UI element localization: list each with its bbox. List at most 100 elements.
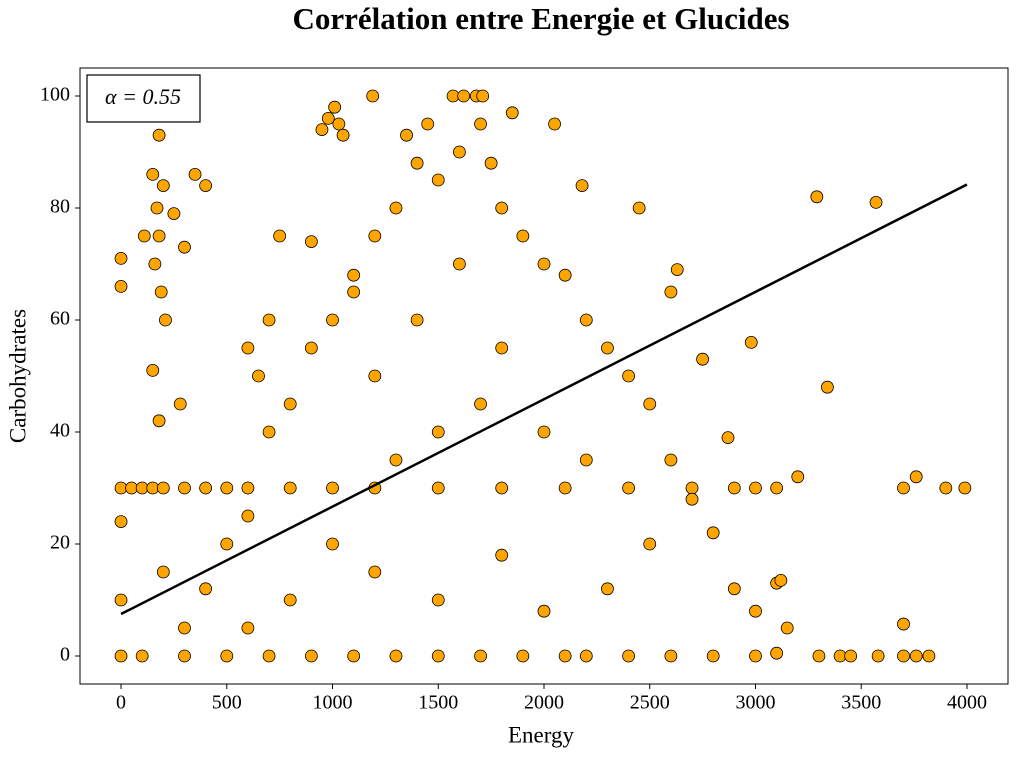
x-tick-label: 0 (116, 692, 126, 714)
x-tick-label: 3500 (841, 692, 881, 714)
scatter-point (871, 649, 885, 663)
scatter-point (749, 481, 762, 495)
scatter-point (178, 649, 191, 663)
scatter-point (749, 604, 762, 618)
scatter-point (516, 649, 530, 663)
scatter-point (495, 481, 509, 495)
scatter-point (770, 646, 784, 660)
scatter-point (812, 649, 826, 663)
scatter-point (670, 263, 684, 277)
scatter-point (332, 117, 346, 131)
scatter-point (516, 229, 530, 243)
scatter-point (579, 313, 593, 327)
x-axis-label: Energy (508, 722, 575, 747)
scatter-point (558, 649, 572, 663)
scatter-point (389, 453, 403, 467)
scatter-point (495, 548, 509, 562)
scatter-point (706, 526, 720, 540)
scatter-point (304, 235, 318, 249)
x-tick-label: 500 (212, 692, 242, 714)
scatter-point (727, 481, 741, 495)
scatter-point (601, 341, 614, 355)
scatter-point (347, 285, 361, 299)
scatter-point (241, 509, 255, 523)
scatter-point (575, 179, 589, 193)
scatter-point (958, 481, 972, 495)
scatter-point (558, 481, 572, 495)
plot-frame (79, 67, 1009, 685)
scatter-point (622, 649, 635, 663)
scatter-point (114, 649, 128, 663)
scatter-point (622, 369, 635, 383)
scatter-point (188, 167, 202, 181)
scatter-point (114, 593, 128, 607)
y-tick-label: 80 (50, 196, 70, 218)
scatter-point (685, 481, 699, 495)
scatter-point (368, 369, 382, 383)
chart-title: Corrélation entre Energie et Glucides (292, 1, 789, 36)
scatter-point (431, 425, 445, 439)
scatter-point (431, 481, 445, 495)
scatter-point (220, 649, 234, 663)
scatter-point (241, 481, 255, 495)
scatter-point (156, 565, 170, 579)
scatter-point (909, 470, 923, 484)
x-tick-label: 1500 (418, 692, 458, 714)
scatter-point (220, 481, 234, 495)
scatter-point (148, 257, 162, 271)
scatter-point (178, 481, 191, 495)
scatter-point (262, 649, 276, 663)
scatter-point (474, 649, 487, 663)
scatter-point (897, 617, 910, 631)
scatter-point (548, 117, 561, 131)
scatter-point (664, 453, 678, 467)
scatter-point (114, 515, 128, 528)
scatter-point (457, 89, 471, 103)
scatter-point (579, 649, 593, 663)
scatter-point (326, 537, 339, 551)
scatter-point (909, 649, 923, 663)
scatter-point (178, 240, 191, 254)
scatter-point (897, 481, 910, 495)
scatter-point (537, 257, 551, 271)
scatter-point (453, 257, 466, 271)
scatter-point (283, 397, 297, 411)
scatter-point (495, 341, 509, 355)
scatter-point (869, 195, 883, 209)
scatter-point (167, 207, 181, 221)
scatter-point (326, 481, 339, 495)
scatter-point (537, 604, 551, 618)
scatter-point (146, 167, 160, 181)
x-tick-label: 1000 (313, 692, 353, 714)
scatter-point (366, 89, 380, 103)
scatter-point (137, 229, 151, 243)
x-tick-label: 4000 (947, 692, 987, 714)
scatter-point (156, 481, 170, 495)
scatter-point (389, 201, 403, 215)
scatter-point (241, 341, 255, 355)
scatter-point (135, 649, 149, 663)
y-axis-label: Carbohydrates (5, 309, 30, 443)
scatter-point (774, 574, 788, 587)
x-tick-label: 2500 (630, 692, 670, 714)
y-tick-label: 100 (40, 84, 70, 106)
scatter-point (336, 128, 350, 142)
scatter-point (156, 179, 170, 193)
scatter-point (770, 481, 784, 495)
y-tick-label: 40 (50, 420, 70, 442)
scatter-point (273, 229, 287, 243)
scatter-point (474, 117, 487, 131)
scatter-point (579, 453, 593, 467)
scatter-point (780, 621, 794, 635)
scatter-point (199, 481, 213, 495)
scatter-point (505, 106, 519, 120)
x-tick-label: 2000 (524, 692, 564, 714)
scatter-point (304, 341, 318, 355)
scatter-point (431, 173, 445, 187)
y-tick-label: 20 (50, 532, 70, 554)
scatter-point (820, 380, 834, 394)
scatter-point (173, 397, 187, 411)
scatter-point (664, 285, 678, 299)
scatter-point (749, 649, 762, 663)
